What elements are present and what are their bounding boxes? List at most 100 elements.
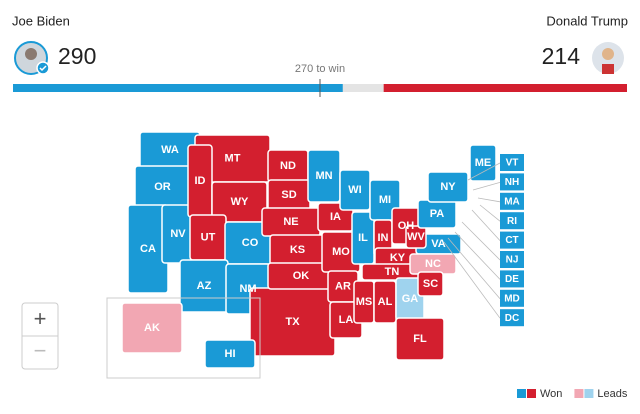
zoom-control: + − bbox=[21, 302, 59, 370]
state-label: OH bbox=[398, 220, 415, 232]
legend-swatch bbox=[517, 389, 526, 398]
state-box bbox=[500, 309, 524, 327]
state-label: OR bbox=[154, 181, 171, 193]
state-box bbox=[500, 173, 524, 191]
vote-count: 214 bbox=[542, 43, 581, 69]
map: WA OR CA NV MT ID WY UT CO AZ NM ND SD NE KS TX OK MN IA MO… bbox=[121, 131, 524, 369]
zoom-out[interactable]: − bbox=[34, 338, 47, 363]
state-box bbox=[500, 289, 524, 307]
state-label: SD bbox=[281, 189, 296, 201]
state-label: IL bbox=[358, 232, 368, 244]
state-label: MN bbox=[315, 170, 332, 182]
legend: Won Leads bbox=[517, 388, 628, 400]
state-label: FL bbox=[413, 333, 427, 345]
candidate-name: Donald Trump bbox=[546, 13, 628, 28]
state-label: VT bbox=[506, 158, 519, 169]
state bbox=[427, 171, 469, 203]
state-label: KS bbox=[290, 244, 305, 256]
leader-line bbox=[479, 204, 501, 222]
state-label: RI bbox=[507, 216, 517, 227]
state-label: UT bbox=[201, 231, 216, 243]
inset-frame bbox=[106, 297, 261, 379]
state-box bbox=[500, 212, 524, 230]
state-box bbox=[500, 251, 524, 268]
avatar-tie bbox=[602, 64, 614, 74]
state-label: TN bbox=[385, 266, 400, 278]
candidate-name: Joe Biden bbox=[12, 13, 70, 28]
state-label: SC bbox=[423, 278, 438, 290]
state-label: MS bbox=[356, 296, 373, 308]
state-box bbox=[500, 192, 524, 210]
state-label: NC bbox=[425, 258, 441, 270]
leader-line bbox=[443, 241, 501, 319]
state-label: WY bbox=[231, 196, 249, 208]
state-label: NJ bbox=[506, 255, 519, 266]
vote-count: 290 bbox=[58, 43, 96, 69]
avatar-face bbox=[602, 48, 614, 60]
legend-label: Won bbox=[540, 388, 562, 400]
state-box bbox=[500, 231, 524, 249]
votes-bar bbox=[13, 84, 343, 92]
state-label: TX bbox=[285, 316, 300, 328]
state-label: ME bbox=[475, 157, 492, 169]
legend-label: Leads bbox=[597, 388, 627, 400]
state-label: ND bbox=[280, 160, 296, 172]
avatar-face bbox=[25, 48, 37, 60]
state-label: WI bbox=[348, 184, 361, 196]
state-label: DC bbox=[505, 313, 519, 324]
state-label: LA bbox=[339, 314, 354, 326]
zoom-in[interactable]: + bbox=[34, 306, 47, 331]
legend-swatch bbox=[574, 389, 584, 398]
state-box bbox=[500, 154, 524, 171]
leader-line bbox=[471, 209, 501, 241]
threshold-label: 270 to win bbox=[295, 63, 345, 75]
check-icon bbox=[39, 65, 47, 72]
state-label: AZ bbox=[197, 280, 212, 292]
state-label: MA bbox=[504, 196, 520, 207]
leader-line bbox=[467, 162, 501, 181]
leader-line bbox=[477, 197, 501, 203]
state-label: NE bbox=[283, 216, 298, 228]
state-label: KY bbox=[390, 252, 406, 264]
state-label: CT bbox=[505, 235, 518, 246]
leader-line bbox=[472, 182, 501, 191]
state bbox=[417, 271, 444, 297]
state-label: HI bbox=[225, 348, 236, 360]
state bbox=[469, 144, 497, 182]
state-label: MD bbox=[504, 293, 520, 304]
state-label: CA bbox=[140, 243, 156, 255]
state-label: DE bbox=[505, 274, 519, 285]
state-label: IA bbox=[330, 211, 341, 223]
state-label: AL bbox=[378, 296, 393, 308]
state-label: NM bbox=[239, 283, 256, 295]
state-label: MI bbox=[379, 194, 391, 206]
state-label: OK bbox=[293, 270, 310, 282]
state-label: AR bbox=[335, 280, 351, 292]
state-box bbox=[500, 270, 524, 288]
state-label: PA bbox=[430, 208, 445, 220]
legend-swatch bbox=[584, 389, 594, 398]
state-label: CO bbox=[242, 237, 259, 249]
state-label: MO bbox=[332, 246, 350, 258]
state-label: VA bbox=[431, 238, 446, 250]
state-label: NH bbox=[505, 177, 519, 188]
state-label: NV bbox=[170, 228, 186, 240]
leader-line bbox=[461, 221, 501, 261]
state-label: IN bbox=[378, 232, 389, 244]
progress bbox=[13, 79, 627, 97]
votes-bar bbox=[383, 84, 627, 92]
state-label: WA bbox=[161, 144, 179, 156]
leader-line bbox=[454, 231, 501, 280]
state-label: WV bbox=[407, 231, 425, 243]
state-label: ID bbox=[195, 175, 206, 187]
state bbox=[204, 339, 256, 369]
legend-swatch bbox=[527, 389, 536, 398]
state bbox=[395, 317, 445, 361]
state bbox=[405, 225, 427, 249]
state-label: GA bbox=[402, 293, 419, 305]
state-label: NY bbox=[440, 181, 456, 193]
state-label: AK bbox=[144, 322, 160, 334]
state-label: MT bbox=[225, 152, 241, 164]
leader-line bbox=[447, 237, 501, 300]
